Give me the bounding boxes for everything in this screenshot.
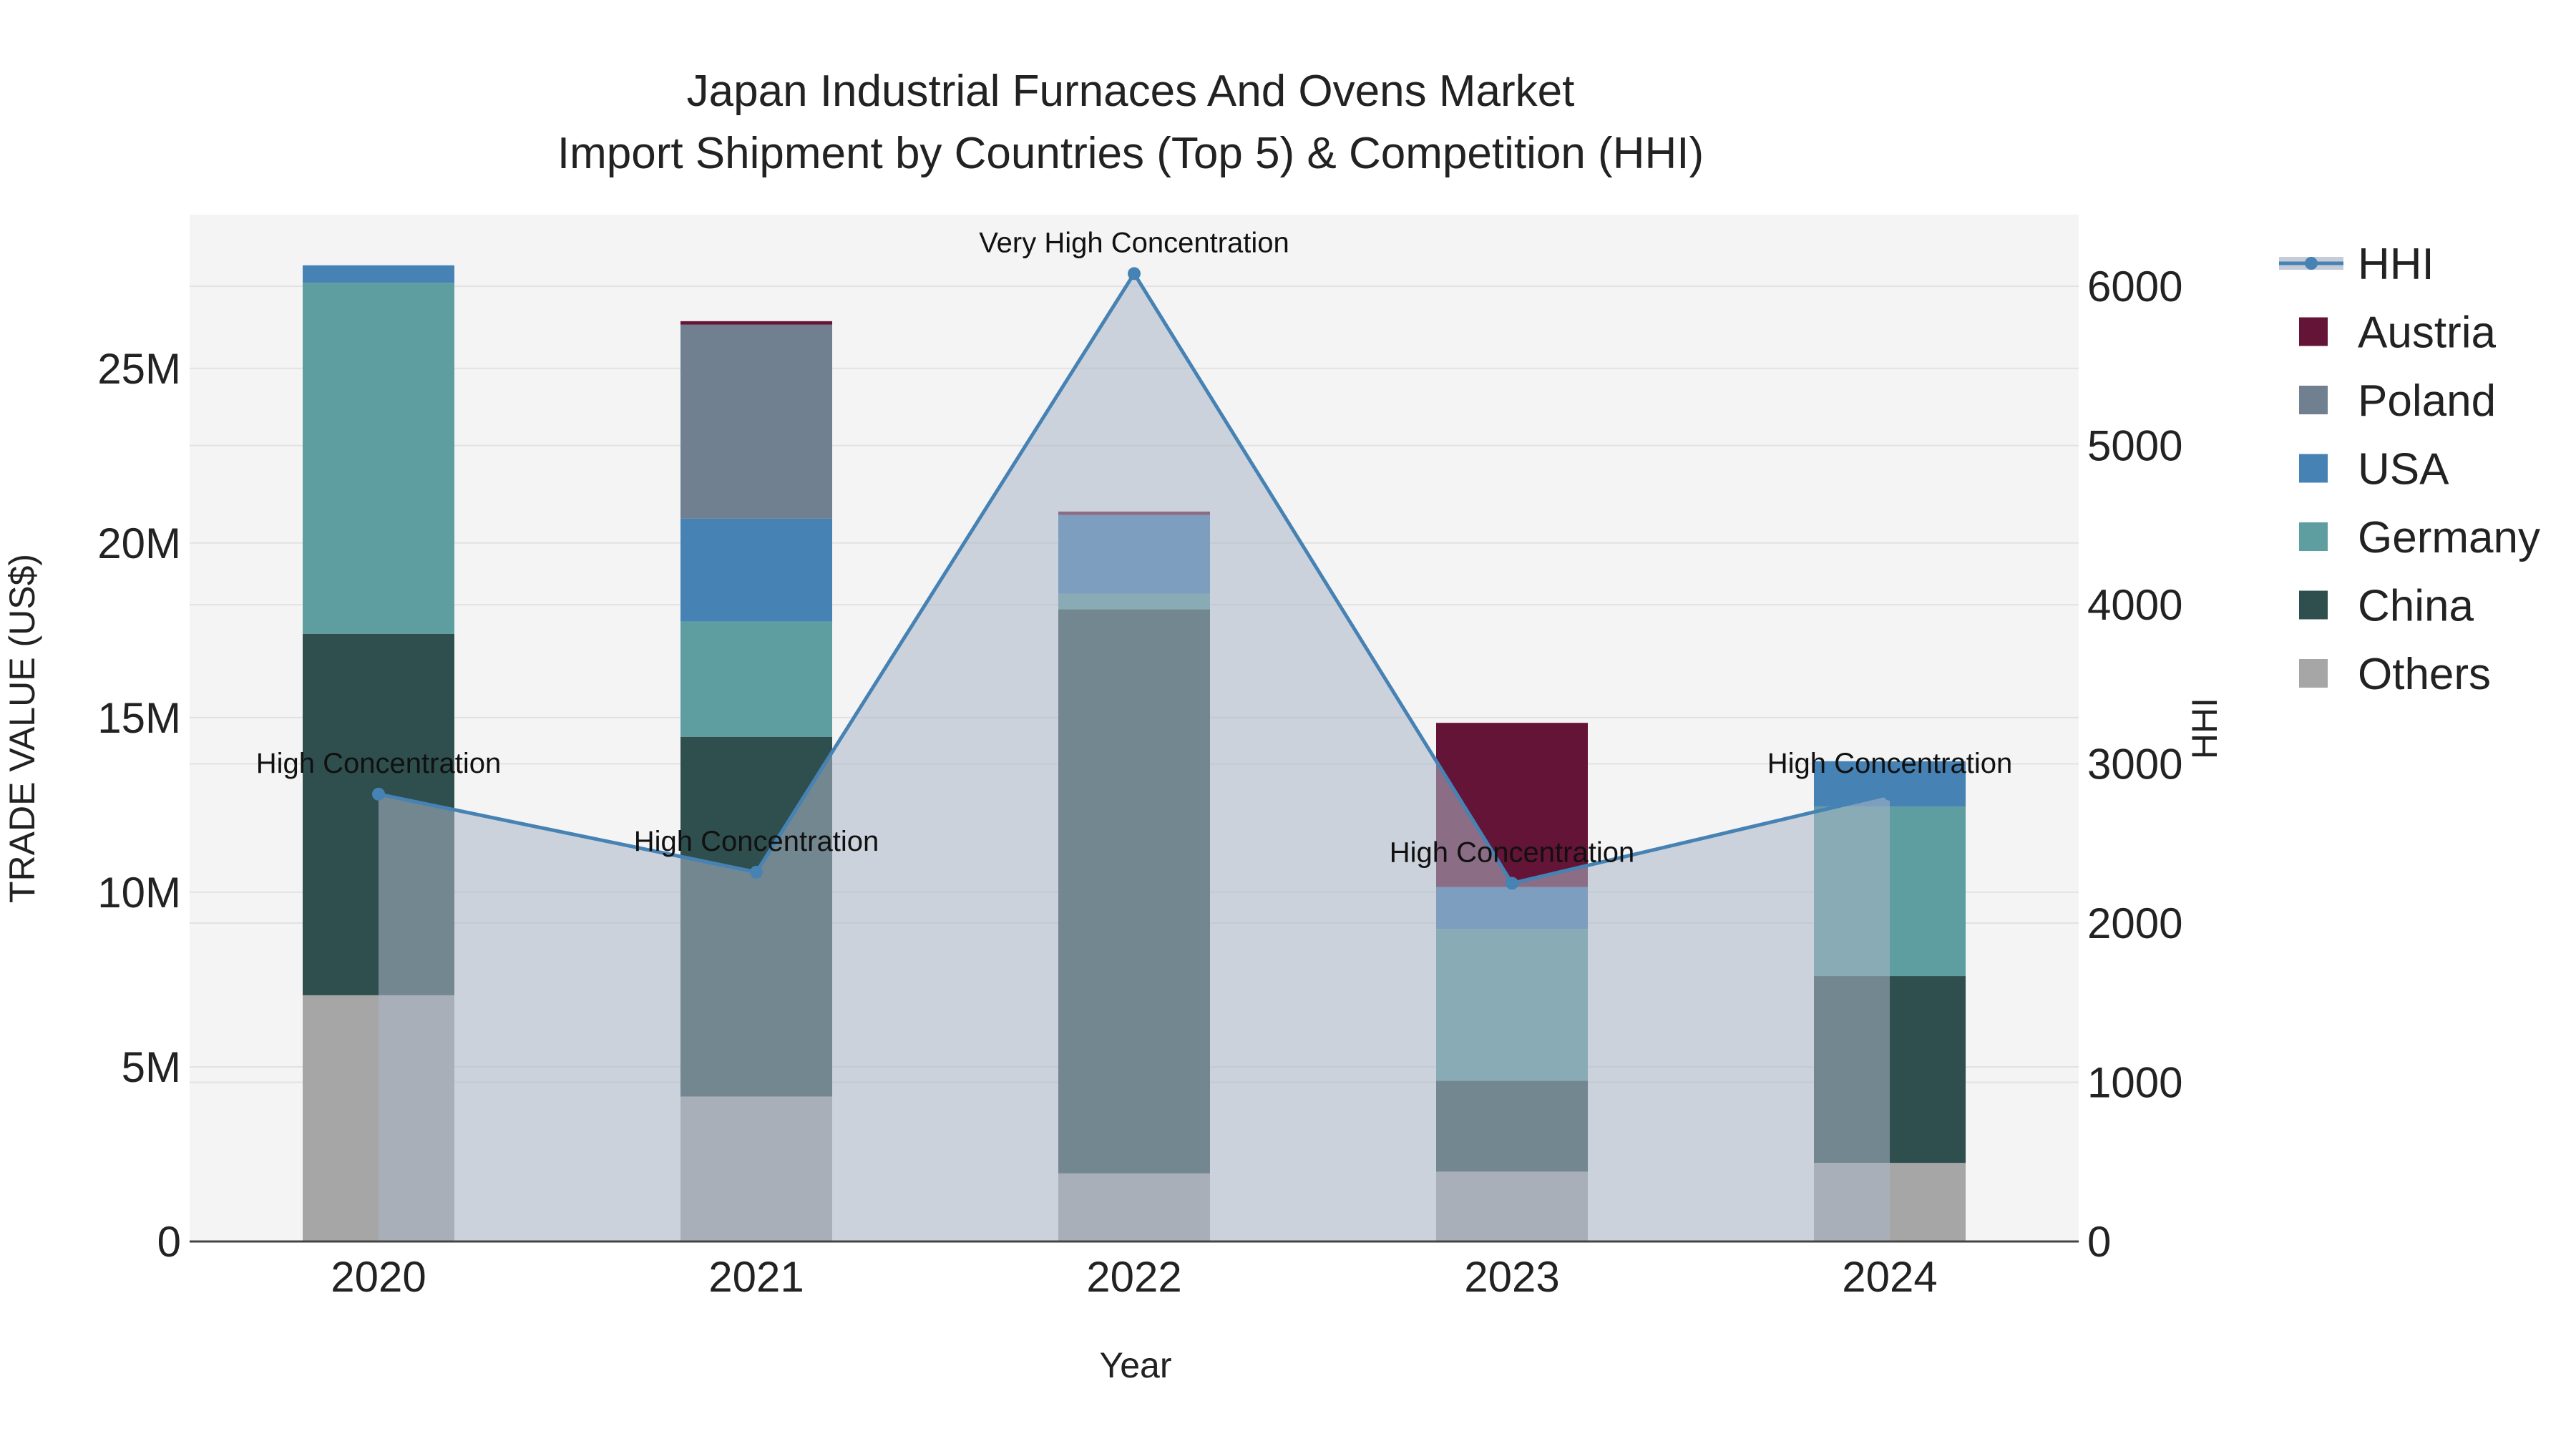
- y-tick-label-15M: 15M: [97, 694, 181, 742]
- legend-label-hhi: HHI: [2358, 240, 2434, 289]
- y2-tick-label-2000: 2000: [2087, 899, 2182, 947]
- legend-swatch-marker-hhi: [2305, 257, 2318, 270]
- hhi-label-2023: High Concentration: [1390, 836, 1634, 868]
- hhi-point-2020: [372, 787, 385, 801]
- hhi-point-2024: [1883, 787, 1896, 801]
- y2-tick-label-3000: 3000: [2087, 741, 2182, 789]
- legend-label-poland: Poland: [2358, 376, 2496, 426]
- y2-tick-label-0: 0: [2087, 1218, 2111, 1266]
- y-tick-label-0: 0: [157, 1218, 181, 1266]
- hhi-area: [379, 273, 1890, 1241]
- legend-label-others: Others: [2358, 650, 2491, 699]
- chart-title-line2: Import Shipment by Countries (Top 5) & C…: [557, 129, 1704, 178]
- hhi-annotations: High Concentration High Concentration Very…: [256, 227, 2012, 868]
- legend-label-china: China: [2358, 582, 2474, 631]
- bar-poland-2021: [680, 324, 832, 519]
- legend-swatch-germany: [2299, 522, 2328, 551]
- hhi-point-2022: [1128, 267, 1141, 280]
- legend-swatch-china: [2299, 590, 2328, 620]
- legend: HHI Austria Poland USA Germany China Others: [2279, 240, 2540, 699]
- y-axis-title: TRADE VALUE (US$): [2, 554, 42, 903]
- bar-austria-2021: [680, 321, 832, 325]
- x-tick-label-2024: 2024: [1842, 1253, 1937, 1301]
- x-tick-label-2023: 2023: [1464, 1253, 1559, 1301]
- y-tick-label-10M: 10M: [97, 869, 181, 917]
- y-tick-label-20M: 20M: [97, 519, 181, 567]
- legend-label-usa: USA: [2358, 445, 2449, 494]
- legend-swatch-others: [2299, 659, 2328, 688]
- legend-swatch-usa: [2299, 454, 2328, 483]
- legend-label-austria: Austria: [2358, 308, 2496, 358]
- legend-swatch-austria: [2299, 317, 2328, 346]
- y2-tick-label-6000: 6000: [2087, 263, 2182, 311]
- hhi-point-2023: [1506, 877, 1518, 890]
- hhi-label-2020: High Concentration: [256, 748, 501, 779]
- hhi-label-2022: Very High Concentration: [979, 227, 1289, 258]
- y-axis-ticks: 0 5M 10M 15M 20M 25M: [97, 345, 181, 1266]
- y-tick-label-5M: 5M: [122, 1043, 181, 1091]
- chart-title-line1: Japan Industrial Furnaces And Ovens Mark…: [687, 67, 1575, 116]
- hhi-point-2021: [750, 865, 763, 879]
- x-axis-ticks: 2020 2021 2022 2023 2024: [331, 1253, 1937, 1301]
- hhi-label-2024: High Concentration: [1767, 748, 2012, 779]
- hhi-layer: [372, 267, 1896, 1241]
- x-tick-label-2020: 2020: [331, 1253, 426, 1301]
- y2-tick-label-1000: 1000: [2087, 1059, 2182, 1107]
- x-tick-label-2022: 2022: [1086, 1253, 1181, 1301]
- legend-swatch-poland: [2299, 386, 2328, 414]
- bar-usa-2021: [680, 518, 832, 622]
- bar-germany-2021: [680, 621, 832, 737]
- x-axis-title: Year: [1099, 1345, 1171, 1385]
- y2-tick-label-5000: 5000: [2087, 422, 2182, 470]
- y-tick-label-25M: 25M: [97, 345, 181, 393]
- y2-axis-ticks: 0 1000 2000 3000 4000 5000 6000: [2087, 263, 2182, 1266]
- hhi-label-2021: High Concentration: [634, 826, 879, 857]
- x-tick-label-2021: 2021: [708, 1253, 804, 1301]
- bar-usa-2020: [303, 265, 454, 283]
- bar-germany-2020: [303, 283, 454, 634]
- y2-tick-label-4000: 4000: [2087, 581, 2182, 629]
- y2-axis-title: HHI: [2185, 698, 2225, 759]
- legend-label-germany: Germany: [2358, 513, 2540, 562]
